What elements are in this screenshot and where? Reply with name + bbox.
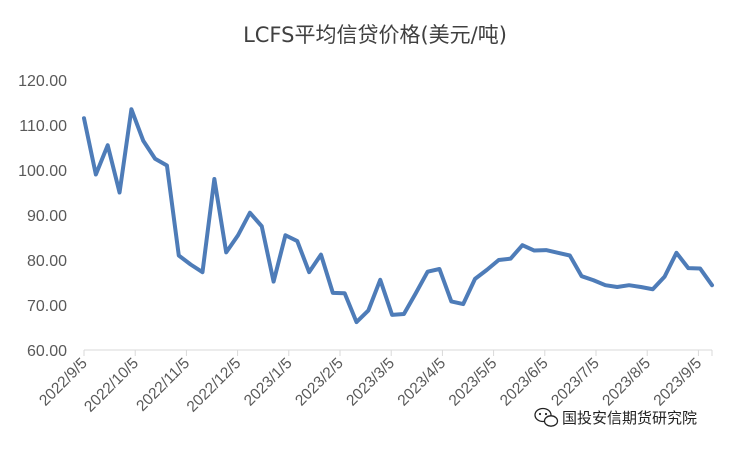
wechat-icon: [534, 407, 559, 427]
y-tick-label: 60.00: [27, 343, 67, 360]
x-tick-label: 2022/10/5: [81, 355, 142, 416]
y-tick-label: 100.00: [18, 163, 67, 180]
chart-title: LCFS平均信贷价格(美元/吨): [243, 23, 507, 47]
series-line: [82, 107, 714, 325]
y-tick-label: 110.00: [19, 118, 67, 135]
watermark-text: 国投安信期货研究院: [562, 409, 697, 427]
x-tick-label: 2023/9/5: [651, 355, 706, 410]
x-tick-label: 2022/11/5: [133, 355, 193, 415]
series-layer: [82, 107, 714, 325]
x-tick-label: 2023/2/5: [292, 355, 347, 410]
x-tick-label: 2023/1/5: [241, 355, 296, 410]
x-tick-label: 2023/7/5: [548, 355, 603, 410]
y-tick-label: 70.00: [27, 298, 67, 315]
x-tick-label: 2023/8/5: [599, 355, 654, 410]
watermark: 国投安信期货研究院: [534, 407, 697, 427]
y-tick-label: 80.00: [27, 253, 67, 270]
x-tick-label: 2023/5/5: [446, 355, 501, 410]
x-tick-label: 2023/3/5: [343, 355, 398, 410]
x-tick-label: 2023/6/5: [497, 355, 552, 410]
x-tick-label: 2023/4/5: [395, 355, 450, 410]
y-tick-label: 120.00: [18, 73, 67, 90]
x-tick-label: 2022/12/5: [184, 355, 245, 416]
y-axis: 60.00 70.00 80.00 90.00 100.00 110.00 120.00: [18, 73, 67, 360]
y-tick-label: 90.00: [27, 208, 67, 225]
x-axis: 2022/9/52022/10/52022/11/52022/12/52023/…: [36, 349, 713, 416]
